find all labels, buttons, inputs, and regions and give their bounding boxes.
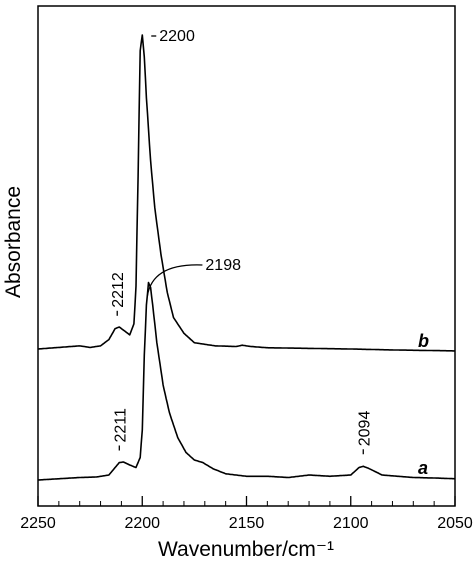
peak-label: 2198 [205, 257, 241, 274]
x-tick-label: 2200 [124, 515, 160, 532]
peak-label: 2212 [110, 272, 127, 308]
peak-label: 2211 [112, 408, 129, 443]
spectrum-line-a [37, 281, 456, 481]
peak-label: 2094 [356, 411, 373, 447]
curve-label-a: a [418, 458, 428, 478]
x-tick-label: 2100 [333, 515, 369, 532]
x-ticks: 2250 2200 2150 2100 2050 [20, 496, 473, 532]
x-tick-label: 2150 [229, 515, 265, 532]
spectrum-line-b [37, 34, 455, 352]
peak-label: 2200 [159, 28, 195, 45]
x-tick-label: 2250 [20, 515, 56, 532]
x-axis-label: Wavenumber/cm⁻¹ [158, 538, 334, 561]
plot-frame [37, 5, 456, 507]
spectra [37, 34, 456, 481]
curve-label-b: b [418, 331, 429, 351]
peak-annotations: 2200 2212 2198 2211 2094 [110, 28, 373, 455]
peak-leader-line [146, 264, 203, 297]
y-axis-label: Absorbance [2, 186, 25, 298]
x-tick-label: 2050 [437, 515, 473, 532]
